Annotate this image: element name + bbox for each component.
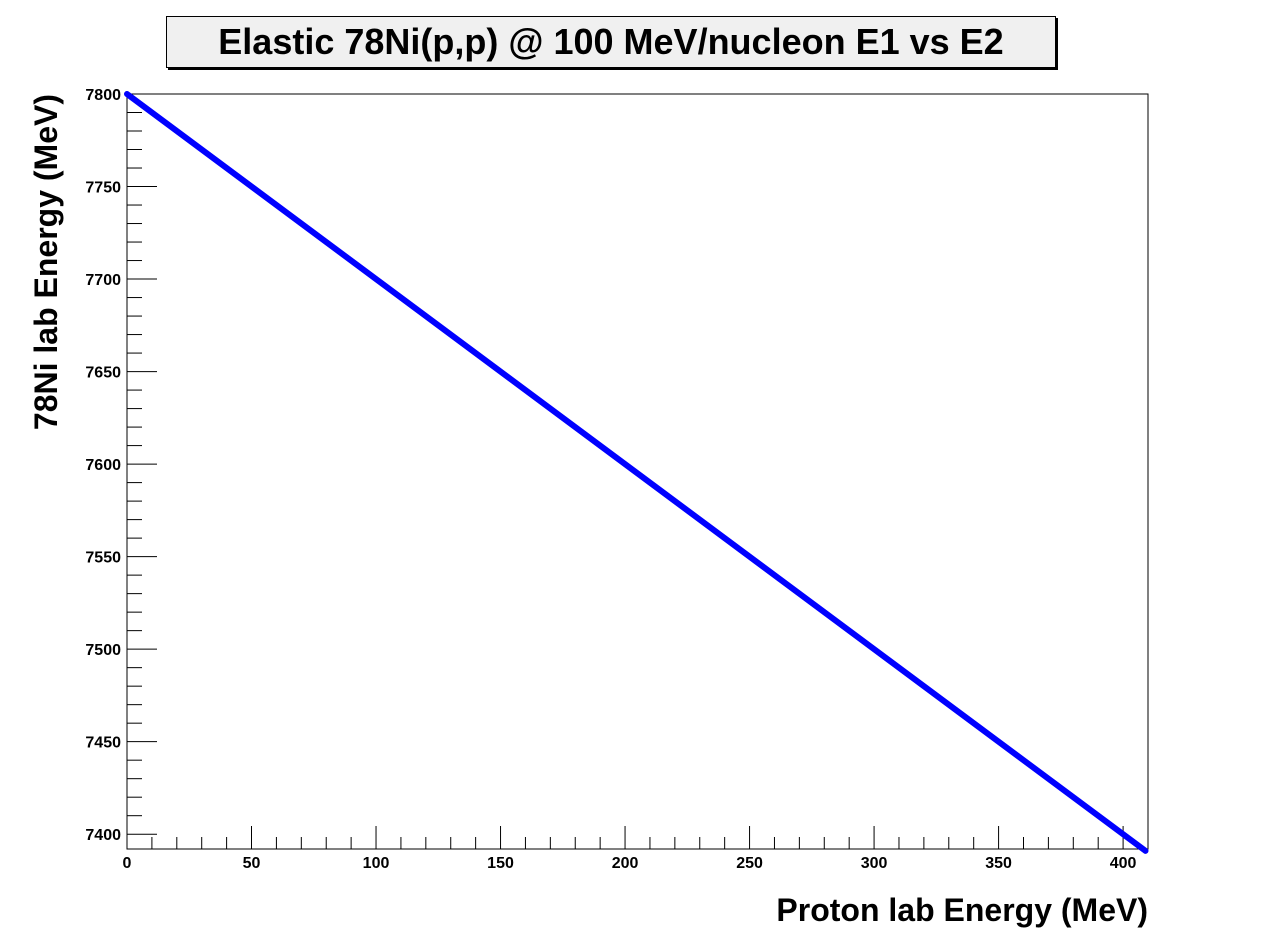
x-tick-label: 100 — [363, 855, 390, 872]
data-series — [124, 91, 1149, 854]
y-tick-label: 7700 — [85, 272, 121, 289]
x-tick-label: 150 — [487, 855, 514, 872]
x-tick-label: 200 — [612, 855, 639, 872]
y-tick-label: 7500 — [85, 642, 121, 659]
y-tick-label: 7800 — [85, 87, 121, 104]
x-tick-label: 350 — [985, 855, 1012, 872]
y-tick-label: 7450 — [85, 735, 121, 752]
y-tick-label: 7750 — [85, 180, 121, 197]
y-axis-title: 78Ni lab Energy (MeV) — [28, 94, 64, 430]
y-tick-label: 7600 — [85, 457, 121, 474]
x-axis-title: Proton lab Energy (MeV) — [776, 892, 1148, 928]
x-tick-label: 50 — [243, 855, 261, 872]
x-tick-label: 400 — [1110, 855, 1137, 872]
plot-frame — [126, 93, 1149, 850]
x-tick-label: 0 — [123, 855, 132, 872]
x-tick-label: 300 — [861, 855, 888, 872]
series-line — [124, 91, 1149, 854]
y-tick-label: 7400 — [85, 827, 121, 844]
y-tick-label: 7650 — [85, 365, 121, 382]
y-tick-label: 7550 — [85, 550, 121, 567]
axis-tick-labels: 0 50 100 150 200 250 300 350 400 7400 7450 7500 7550… — [85, 87, 1136, 872]
x-tick-label: 250 — [736, 855, 763, 872]
chart-title: Elastic 78Ni(p,p) @ 100 MeV/nucleon E1 v… — [166, 16, 1056, 68]
axis-ticks — [126, 93, 1149, 849]
